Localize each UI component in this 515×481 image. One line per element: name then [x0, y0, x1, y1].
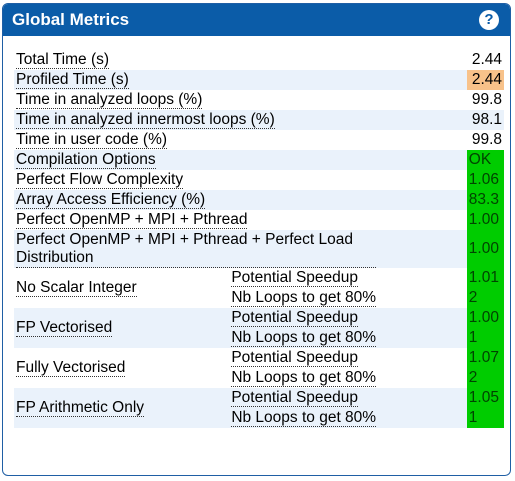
fully-vectorised-loops-label[interactable]: Nb Loops to get 80%	[231, 369, 377, 387]
fp-arithmetic-only-loops-value: 1	[466, 408, 504, 428]
fp-vectorised-speedup-label[interactable]: Potential Speedup	[231, 309, 358, 327]
table-row: Nb Loops to get 80% 2	[14, 368, 504, 388]
table-row: Profiled Time (s) 2.44	[14, 70, 504, 90]
table-row: Nb Loops to get 80% 1	[14, 408, 504, 428]
profiled-time-value: 2.44	[466, 70, 504, 90]
table-row: Perfect OpenMP + MPI + Pthread + Perfect…	[14, 230, 504, 268]
table-row: Nb Loops to get 80% 1	[14, 328, 504, 348]
perfect-flow-value: 1.06	[466, 170, 504, 190]
perfect-openmp-value: 1.00	[466, 210, 504, 230]
table-row: Nb Loops to get 80% 2	[14, 288, 504, 308]
table-row: FP Arithmetic Only Potential Speedup 1.0…	[14, 388, 504, 428]
table-row: Array Access Efficiency (%) 83.3	[14, 190, 504, 210]
fp-arithmetic-only-loops-label[interactable]: Nb Loops to get 80%	[231, 409, 377, 427]
time-analyzed-loops-value: 99.8	[471, 91, 502, 108]
time-user-code-value: 99.8	[471, 131, 502, 148]
panel-title: Global Metrics	[12, 10, 130, 29]
time-user-code-label[interactable]: Time in user code (%)	[16, 131, 168, 149]
time-innermost-loops-value: 98.1	[466, 110, 504, 130]
time-analyzed-loops-label[interactable]: Time in analyzed loops (%)	[16, 91, 203, 109]
table-row: No Scalar Integer Potential Speedup 1.01	[14, 268, 504, 297]
no-scalar-integer-loops-label[interactable]: Nb Loops to get 80%	[231, 289, 377, 307]
no-scalar-integer-speedup-label[interactable]: Potential Speedup	[231, 269, 358, 287]
table-row: FP Vectorised Potential Speedup 1.00	[14, 308, 504, 348]
fully-vectorised-speedup-value: 1.07	[466, 348, 504, 368]
global-metrics-panel: Global Metrics ? Total Time (s) 2.44 Pro…	[2, 3, 511, 476]
fp-vectorised-speedup-value: 1.00	[466, 308, 504, 328]
panel-header: Global Metrics ?	[3, 4, 510, 36]
time-innermost-loops-label[interactable]: Time in analyzed innermost loops (%)	[16, 111, 275, 129]
table-row: Time in analyzed loops (%) 99.8	[14, 90, 504, 110]
perfect-openmp-load-label[interactable]: Perfect OpenMP + MPI + Pthread + Perfect…	[16, 231, 376, 268]
total-time-label[interactable]: Total Time (s)	[16, 51, 110, 69]
fp-arithmetic-only-speedup-value: 1.05	[466, 388, 504, 408]
table-row: Time in user code (%) 99.8	[14, 130, 504, 150]
fp-vectorised-loops-value: 1	[466, 328, 504, 348]
fp-arithmetic-only-speedup-label[interactable]: Potential Speedup	[231, 389, 358, 407]
fp-arithmetic-only-label[interactable]: FP Arithmetic Only	[16, 399, 145, 417]
array-access-label[interactable]: Array Access Efficiency (%)	[16, 191, 206, 209]
no-scalar-integer-loops-value: 2	[466, 288, 504, 308]
array-access-value: 83.3	[466, 190, 504, 210]
fp-vectorised-label[interactable]: FP Vectorised	[16, 319, 113, 337]
no-scalar-integer-label[interactable]: No Scalar Integer	[16, 279, 137, 297]
no-scalar-integer-speedup-value: 1.01	[466, 268, 504, 288]
help-icon[interactable]: ?	[479, 10, 499, 30]
metrics-table: Total Time (s) 2.44 Profiled Time (s) 2.…	[14, 50, 504, 428]
table-row: Perfect Flow Complexity 1.06	[14, 170, 504, 190]
compilation-options-label[interactable]: Compilation Options	[16, 151, 156, 169]
fully-vectorised-loops-value: 2	[466, 368, 504, 388]
table-row: Total Time (s) 2.44	[14, 50, 504, 70]
perfect-openmp-label[interactable]: Perfect OpenMP + MPI + Pthread	[16, 211, 248, 229]
total-time-value: 2.44	[471, 51, 502, 68]
table-row: Perfect OpenMP + MPI + Pthread 1.00	[14, 210, 504, 230]
fp-vectorised-loops-label[interactable]: Nb Loops to get 80%	[231, 329, 377, 347]
perfect-openmp-load-value: 1.00	[466, 230, 504, 268]
table-row: Compilation Options OK	[14, 150, 504, 170]
fully-vectorised-label[interactable]: Fully Vectorised	[16, 359, 126, 377]
compilation-options-value: OK	[466, 150, 504, 170]
fully-vectorised-speedup-label[interactable]: Potential Speedup	[231, 349, 358, 367]
profiled-time-label[interactable]: Profiled Time (s)	[16, 71, 129, 89]
perfect-flow-label[interactable]: Perfect Flow Complexity	[16, 171, 184, 189]
table-row: Fully Vectorised Potential Speedup 1.07	[14, 348, 504, 377]
table-row: Time in analyzed innermost loops (%) 98.…	[14, 110, 504, 130]
